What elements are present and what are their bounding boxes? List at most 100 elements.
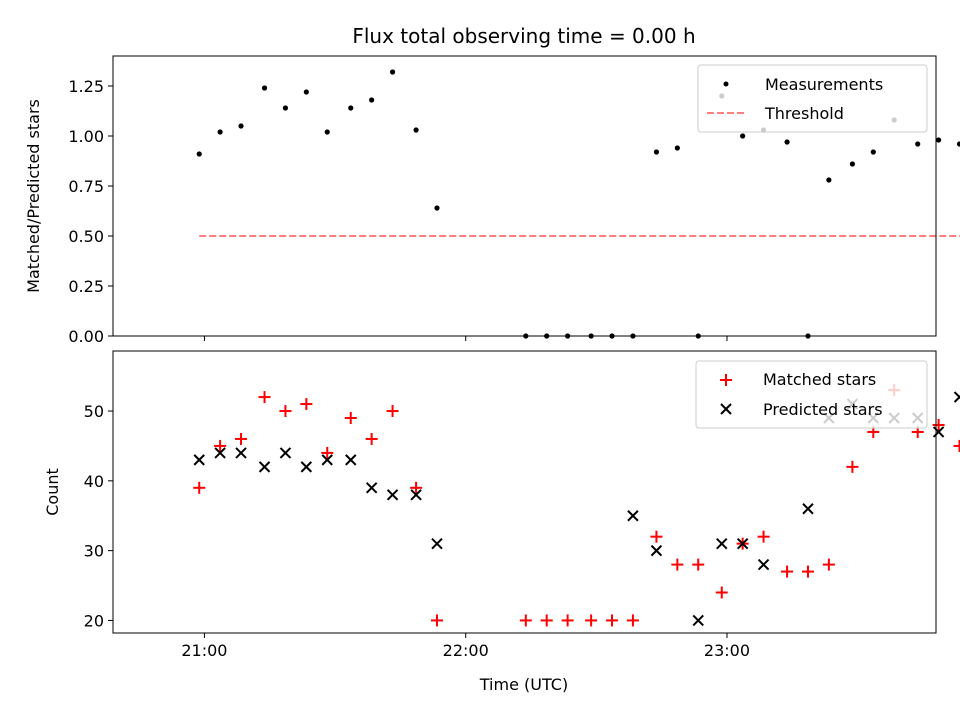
measurement-point bbox=[217, 129, 223, 135]
y-tick-label: 20 bbox=[84, 611, 104, 630]
ratio-y-axis-label: Matched/Predicted stars bbox=[24, 99, 43, 293]
matched-point bbox=[235, 432, 248, 445]
count-legend: Matched stars Predicted stars bbox=[695, 360, 928, 429]
predicted-legend-marker bbox=[720, 403, 732, 415]
ratio-plot-frame bbox=[112, 55, 937, 337]
count-legend-box bbox=[695, 360, 928, 429]
predicted-point bbox=[193, 454, 205, 466]
ratio-y-ticks: 0.00 0.25 0.50 0.75 1.00 1.25 bbox=[68, 77, 113, 346]
predicted-point bbox=[258, 461, 271, 473]
predicted-point bbox=[692, 614, 704, 627]
matched-point bbox=[671, 558, 684, 571]
predicted-point bbox=[431, 537, 443, 550]
matched-point bbox=[214, 439, 227, 452]
measurement-point bbox=[956, 141, 960, 147]
x-tick-label: 22:00 bbox=[443, 641, 489, 660]
predicted-point bbox=[235, 447, 247, 459]
matched-point bbox=[822, 558, 835, 571]
matched-point bbox=[410, 481, 423, 494]
predicted-point bbox=[300, 461, 313, 473]
measurement-point bbox=[261, 85, 268, 91]
matched-point bbox=[561, 614, 574, 627]
matched-point bbox=[193, 481, 206, 494]
measurement-point bbox=[196, 151, 202, 157]
matched-point bbox=[258, 391, 271, 404]
matched-point bbox=[932, 418, 945, 431]
predicted-point bbox=[279, 447, 292, 459]
measurement-point bbox=[238, 123, 244, 129]
matched-point bbox=[585, 614, 598, 627]
ratio-x-ticks bbox=[203, 336, 728, 341]
measurement-point bbox=[826, 177, 832, 183]
count-plot-frame bbox=[112, 350, 937, 634]
predicted-point bbox=[650, 544, 663, 557]
matched-point bbox=[386, 405, 399, 418]
matched-point bbox=[626, 614, 639, 627]
matched-point bbox=[279, 405, 292, 418]
predicted-point bbox=[757, 558, 770, 571]
matched-legend-marker bbox=[720, 374, 732, 386]
matched-point bbox=[344, 412, 357, 425]
matched-point bbox=[801, 565, 814, 578]
measurement-point bbox=[282, 105, 289, 111]
ratio-panel: 0.00 0.25 0.50 0.75 1.00 1.25 Matched/Predict… bbox=[24, 55, 960, 346]
matched-point bbox=[846, 460, 859, 473]
y-tick-label: 1.00 bbox=[68, 127, 104, 146]
predicted-point bbox=[365, 482, 378, 494]
threshold-legend-label: Threshold bbox=[764, 104, 844, 123]
measurement-point bbox=[303, 89, 309, 95]
measurement-point bbox=[434, 205, 440, 211]
y-tick-label: 0.25 bbox=[68, 277, 104, 296]
measurement-point bbox=[674, 145, 680, 151]
x-tick-label: 23:00 bbox=[704, 641, 750, 660]
measurement-point bbox=[369, 97, 375, 103]
predicted-point bbox=[736, 537, 749, 550]
measurements-legend-label: Measurements bbox=[765, 75, 883, 94]
measurement-point bbox=[784, 139, 790, 145]
matched-point bbox=[321, 446, 334, 459]
predicted-point bbox=[386, 489, 399, 501]
matched-point bbox=[757, 530, 770, 543]
count-y-ticks: 20 30 40 50 bbox=[84, 402, 113, 630]
matched-point bbox=[692, 558, 705, 571]
predicted-point bbox=[802, 503, 814, 515]
predicted-point bbox=[716, 537, 728, 550]
y-tick-label: 0.00 bbox=[68, 327, 104, 346]
y-tick-label: 30 bbox=[84, 542, 104, 561]
matched-point bbox=[365, 432, 378, 445]
matched-point bbox=[519, 614, 532, 627]
y-tick-label: 1.25 bbox=[68, 77, 104, 96]
x-tick-label: 21:00 bbox=[181, 641, 227, 660]
matched-point bbox=[781, 565, 794, 578]
chart-title: Flux total observing time = 0.00 h bbox=[352, 24, 695, 48]
ratio-legend: Measurements Threshold bbox=[697, 64, 928, 133]
matched-point bbox=[540, 614, 553, 627]
matched-point bbox=[953, 439, 960, 452]
x-axis-label: Time (UTC) bbox=[479, 675, 568, 694]
measurement-point bbox=[849, 161, 855, 167]
measurement-point bbox=[915, 141, 921, 147]
y-tick-label: 50 bbox=[84, 402, 104, 421]
measurement-point bbox=[653, 149, 660, 155]
predicted-legend-label: Predicted stars bbox=[763, 400, 883, 419]
predicted-point bbox=[932, 426, 945, 438]
matched-point bbox=[606, 614, 619, 627]
predicted-point bbox=[345, 454, 357, 466]
y-tick-label: 0.50 bbox=[68, 227, 104, 246]
predicted-point bbox=[214, 447, 226, 459]
matched-point bbox=[300, 398, 313, 411]
matched-point bbox=[430, 614, 443, 627]
measurement-point bbox=[389, 69, 396, 75]
measurement-point bbox=[348, 105, 354, 111]
predicted-point bbox=[321, 454, 333, 466]
ratio-legend-box bbox=[697, 64, 928, 133]
predicted-point bbox=[953, 391, 960, 403]
measurement-point bbox=[324, 129, 330, 135]
measurement-point bbox=[870, 149, 876, 155]
measurements-legend-marker bbox=[723, 81, 729, 87]
matched-legend-label: Matched stars bbox=[763, 370, 876, 389]
predicted-point bbox=[410, 489, 422, 501]
y-tick-label: 40 bbox=[84, 472, 104, 491]
